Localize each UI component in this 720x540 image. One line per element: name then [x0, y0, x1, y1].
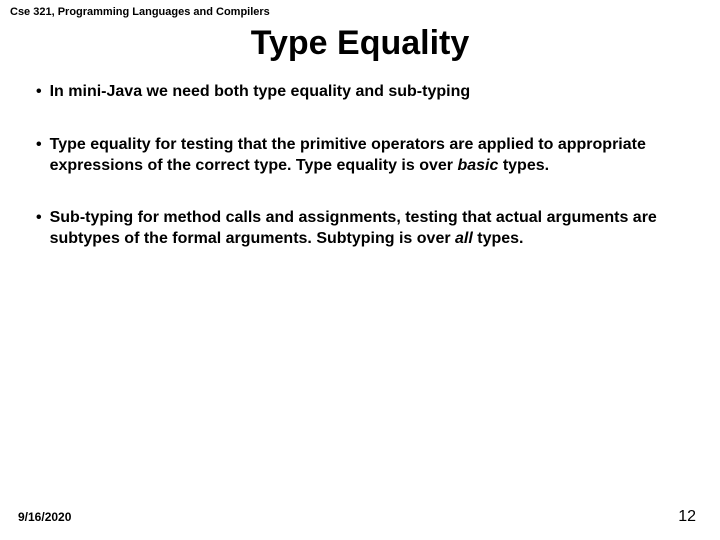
- footer-page-number: 12: [678, 508, 696, 526]
- bullet-marker-icon: •: [36, 82, 42, 103]
- bullet-marker-icon: •: [36, 135, 42, 156]
- bullet-item: • Sub-typing for method calls and assign…: [30, 208, 690, 250]
- bullet-text-pre: Type equality for testing that the primi…: [50, 136, 646, 174]
- bullet-item: • Type equality for testing that the pri…: [30, 135, 690, 177]
- page-title: Type Equality: [0, 24, 720, 63]
- bullet-text-pre: Sub-typing for method calls and assignme…: [50, 209, 657, 247]
- course-header: Cse 321, Programming Languages and Compi…: [10, 6, 270, 18]
- bullet-marker-icon: •: [36, 208, 42, 229]
- bullet-text-em: basic: [457, 157, 498, 174]
- content-area: • In mini-Java we need both type equalit…: [30, 82, 690, 282]
- bullet-text: Type equality for testing that the primi…: [50, 135, 690, 177]
- bullet-text: In mini-Java we need both type equality …: [50, 82, 690, 103]
- footer-date: 9/16/2020: [18, 510, 71, 524]
- bullet-text-post: types.: [473, 230, 524, 247]
- bullet-text-em: all: [455, 230, 473, 247]
- bullet-text: Sub-typing for method calls and assignme…: [50, 208, 690, 250]
- bullet-item: • In mini-Java we need both type equalit…: [30, 82, 690, 103]
- bullet-text-post: types.: [498, 157, 549, 174]
